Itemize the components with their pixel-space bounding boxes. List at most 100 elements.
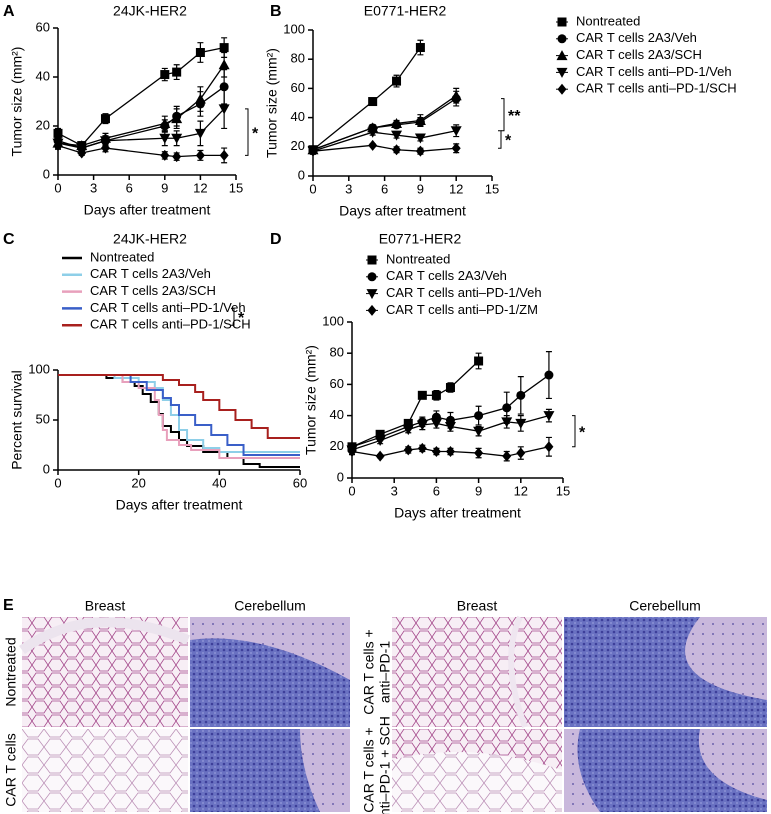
x-tick-label: 15 bbox=[556, 483, 570, 498]
marker bbox=[375, 450, 385, 462]
legend-label: CAR T cells anti–PD-1/Veh bbox=[90, 300, 246, 315]
marker bbox=[172, 67, 182, 77]
row-label: CAR T cells bbox=[3, 733, 19, 806]
marker bbox=[391, 130, 403, 141]
panel-label: D bbox=[270, 231, 282, 248]
legend-label: Nontreated bbox=[90, 249, 154, 264]
row-label: anti–PD-1 bbox=[377, 641, 393, 703]
y-tick-label: 40 bbox=[330, 407, 344, 422]
marker bbox=[502, 450, 512, 462]
marker bbox=[159, 133, 171, 144]
row-label: CAR T cells + bbox=[361, 629, 377, 714]
histology-image bbox=[392, 617, 562, 727]
y-tick-label: 0 bbox=[298, 167, 305, 182]
series-line bbox=[312, 47, 421, 151]
legend-marker bbox=[556, 50, 568, 61]
column-header: Breast bbox=[85, 598, 126, 614]
x-tick-label: 6 bbox=[433, 483, 440, 498]
significance-label: ** bbox=[508, 108, 521, 125]
legend-label: CAR T cells 2A3/Veh bbox=[576, 30, 697, 45]
marker bbox=[431, 445, 441, 457]
marker bbox=[347, 445, 357, 457]
x-tick-label: 15 bbox=[485, 181, 499, 196]
legend-marker bbox=[557, 17, 567, 27]
column-header: Cerebellum bbox=[629, 598, 701, 614]
marker bbox=[100, 142, 110, 154]
marker bbox=[431, 390, 441, 400]
y-tick-label: 100 bbox=[28, 361, 50, 376]
x-tick-label: 0 bbox=[348, 483, 355, 498]
survival-curve bbox=[58, 374, 300, 453]
series-line bbox=[312, 144, 457, 152]
x-tick-label: 40 bbox=[212, 475, 226, 490]
row-label: Nontreated bbox=[3, 637, 19, 706]
histology-image bbox=[508, 615, 528, 729]
histology-image bbox=[300, 729, 350, 812]
series-line bbox=[312, 95, 457, 151]
y-tick-label: 20 bbox=[291, 138, 305, 153]
marker bbox=[474, 447, 484, 459]
panel-label: E bbox=[3, 597, 14, 614]
marker bbox=[451, 142, 461, 154]
legend-label: CAR T cells 2A3/Veh bbox=[386, 268, 507, 283]
row-label: CAR T cells + bbox=[361, 727, 377, 812]
legend-label: CAR T cells 2A3/Veh bbox=[90, 266, 211, 281]
marker bbox=[403, 444, 413, 456]
y-tick-label: 0 bbox=[337, 469, 344, 484]
panel-label: C bbox=[3, 231, 15, 248]
histology-image bbox=[190, 638, 350, 727]
legend-marker bbox=[556, 67, 568, 78]
y-tick-label: 60 bbox=[330, 376, 344, 391]
marker bbox=[53, 128, 63, 138]
marker bbox=[391, 117, 403, 128]
y-tick-label: 0 bbox=[43, 166, 50, 181]
y-tick-label: 50 bbox=[36, 411, 50, 426]
marker bbox=[172, 151, 182, 163]
column-header: Breast bbox=[457, 598, 498, 614]
x-axis-label: Days after treatment bbox=[84, 202, 211, 218]
marker bbox=[516, 447, 526, 459]
marker bbox=[219, 43, 229, 53]
marker bbox=[392, 144, 402, 156]
y-axis-label: Tumor size (mm²) bbox=[9, 47, 25, 157]
y-axis-label: Tumor size (mm²) bbox=[303, 345, 319, 455]
x-tick-label: 15 bbox=[229, 180, 243, 195]
panel-label: A bbox=[3, 3, 15, 20]
x-axis-label: Days after treatment bbox=[394, 505, 521, 521]
y-tick-label: 40 bbox=[291, 109, 305, 124]
y-axis-label: Percent survival bbox=[9, 370, 25, 470]
marker bbox=[445, 445, 455, 457]
x-tick-label: 20 bbox=[131, 475, 145, 490]
legend-marker bbox=[367, 272, 377, 282]
chart-title: 24JK-HER2 bbox=[113, 231, 187, 247]
y-tick-label: 60 bbox=[36, 19, 50, 34]
panel-label: B bbox=[270, 3, 282, 20]
y-tick-label: 80 bbox=[291, 51, 305, 66]
marker bbox=[218, 104, 230, 115]
marker bbox=[501, 417, 513, 428]
legend-label: CAR T cells 2A3/SCH bbox=[576, 47, 702, 62]
series-line bbox=[351, 374, 550, 448]
significance-label: * bbox=[579, 424, 586, 441]
x-tick-label: 0 bbox=[54, 180, 61, 195]
marker bbox=[368, 97, 378, 107]
y-tick-label: 40 bbox=[36, 68, 50, 83]
marker bbox=[516, 390, 526, 400]
legend-label: CAR T cells anti–PD-1/ZM bbox=[386, 302, 538, 317]
significance-bracket bbox=[572, 415, 576, 448]
marker bbox=[218, 59, 230, 70]
y-tick-label: 20 bbox=[330, 438, 344, 453]
significance-bracket bbox=[498, 130, 502, 149]
y-tick-label: 0 bbox=[43, 461, 50, 476]
y-tick-label: 80 bbox=[330, 345, 344, 360]
marker bbox=[444, 422, 456, 433]
legend-label: Nontreated bbox=[386, 251, 450, 266]
histology-image bbox=[564, 617, 767, 727]
x-tick-label: 12 bbox=[514, 483, 528, 498]
x-tick-label: 3 bbox=[391, 483, 398, 498]
marker bbox=[515, 418, 527, 429]
marker bbox=[417, 390, 427, 400]
legend-marker bbox=[557, 83, 567, 95]
marker bbox=[367, 127, 379, 138]
